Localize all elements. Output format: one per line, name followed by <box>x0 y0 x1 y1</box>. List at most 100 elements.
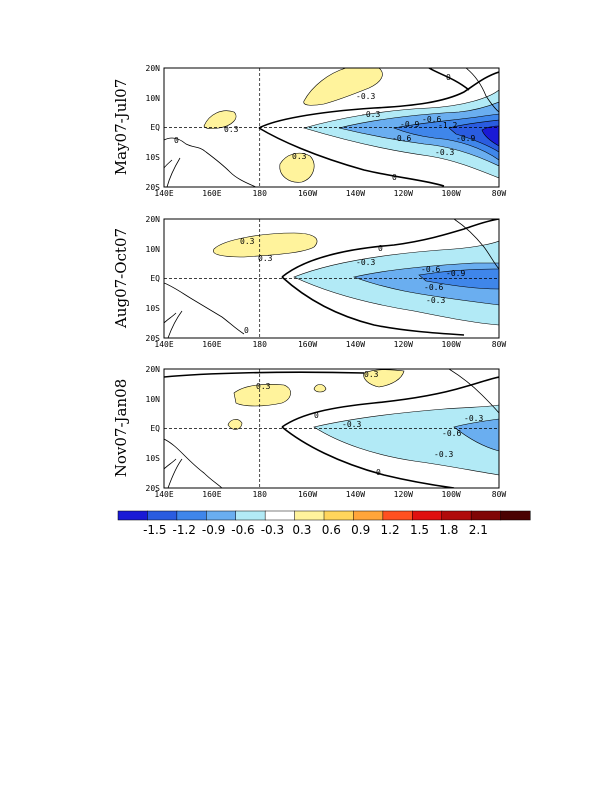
map-frame <box>163 67 500 188</box>
colorbar-swatches <box>117 510 531 521</box>
contour-label: -0.3 <box>464 414 483 423</box>
colorbar-tick-label: 0.3 <box>292 523 311 537</box>
contour-label: 0 <box>174 136 179 145</box>
lat-tick-label: 20S <box>146 484 161 493</box>
lat-tick-label: EQ <box>150 274 160 283</box>
lon-tick-label: 100W <box>441 490 460 499</box>
neg-anomaly-area <box>481 125 499 147</box>
lat-tick-label: 20S <box>146 334 161 343</box>
coastline <box>164 458 183 488</box>
lat-tick-label: EQ <box>150 123 160 132</box>
lat-tick-label: 10S <box>146 304 161 313</box>
lat-tick-label: EQ <box>150 424 160 433</box>
lon-tick-label: 140W <box>346 340 365 349</box>
coastline <box>164 157 181 187</box>
lat-axis: 20N 10N EQ 10S 20S <box>146 64 161 192</box>
contour-label: 0 <box>446 73 451 82</box>
lon-tick-label: 120W <box>394 340 413 349</box>
zero-contour <box>164 371 365 378</box>
lat-tick-label: 10S <box>146 454 161 463</box>
contour-label: -0.6 <box>422 115 441 124</box>
contour-label: -0.3 <box>426 296 445 305</box>
coastline <box>465 68 499 113</box>
colorbar-swatch <box>323 510 354 521</box>
contour-label: 0.3 <box>224 125 239 134</box>
lon-tick-label: 140E <box>154 189 173 198</box>
colorbar-swatch <box>264 510 296 521</box>
lon-tick-label: 120W <box>394 189 413 198</box>
coastline <box>164 310 183 338</box>
contour-label: -0.3 <box>361 110 380 119</box>
colorbar-swatch <box>176 510 207 521</box>
contour-label: -0.6 <box>421 265 440 274</box>
lon-tick-label: 120W <box>394 490 413 499</box>
lat-tick-label: 10S <box>146 153 161 162</box>
colorbar-tick-label: -0.3 <box>261 523 284 537</box>
contour-label: -0.9 <box>456 134 475 143</box>
contour-label: -0.3 <box>356 258 375 267</box>
panel-1: 0 0 -0.3 -0.3 -0.3 0.3 -0.6 -0.6 -0.9 -1… <box>112 64 500 192</box>
colorbar-tick-label: 1.8 <box>439 523 458 537</box>
colorbar-tick-label: -1.5 <box>143 523 166 537</box>
pos-anomaly-area <box>313 384 327 393</box>
lat-tick-label: 20N <box>146 64 161 73</box>
lon-tick-label: 140W <box>346 189 365 198</box>
contour-label: 0.3 <box>292 152 307 161</box>
coastline <box>164 438 223 488</box>
colorbar-tick-label: -1.2 <box>172 523 195 537</box>
contour-label: -0.6 <box>424 283 443 292</box>
neg-anomaly-area <box>418 268 499 290</box>
lon-tick-label: 80W <box>492 189 507 198</box>
lon-tick-label: 160W <box>298 340 317 349</box>
panel-label: May07-Jul07 <box>112 79 130 176</box>
lat-tick-label: 10N <box>146 94 161 103</box>
contour-label: -0.3 <box>356 92 375 101</box>
colorbar-swatch <box>147 510 178 521</box>
contour-label: 0.3 <box>240 237 255 246</box>
lon-axis-2: 140E 160E 180 160W 140W 120W 100W 80W <box>154 340 506 349</box>
pos-anomaly-area <box>227 419 243 430</box>
lon-tick-label: 100W <box>441 189 460 198</box>
colorbar-swatch <box>441 510 472 521</box>
lon-tick-label: 80W <box>492 340 507 349</box>
panel-label: Aug07-Oct07 <box>112 228 130 329</box>
lon-tick-label: 140E <box>154 340 173 349</box>
contour-label: -0.9 <box>400 120 419 129</box>
contour-labels: 0 0 0.3 0.3 -0.3 -0.6 -0.9 -0.6 -0.3 <box>240 237 465 335</box>
pos-anomaly-area <box>363 369 405 388</box>
zero-contour <box>281 426 455 488</box>
zero-contour <box>281 376 499 428</box>
contour-label: -0.3 <box>434 450 453 459</box>
pos-anomaly-area <box>213 232 318 258</box>
lon-tick-label: 180 <box>252 490 267 499</box>
colorbar-swatch <box>294 510 325 521</box>
lat-axis: 20N 10N EQ 10S 20S <box>146 365 161 493</box>
lon-tick-label: 180 <box>252 189 267 198</box>
contour-label: 0 <box>378 244 383 253</box>
lat-tick-label: 10N <box>146 395 161 404</box>
colorbar-swatch <box>412 510 443 521</box>
lon-tick-label: 160E <box>202 189 221 198</box>
zero-contour <box>258 127 445 187</box>
lon-tick-label: 160W <box>298 189 317 198</box>
zero-contour <box>258 71 499 129</box>
contour-labels: 0 0 0.3 0.3 -0.3 -0.3 -0.6 -0.3 <box>256 370 483 477</box>
colorbar-swatch <box>117 510 148 521</box>
lon-tick-label: 160E <box>202 490 221 499</box>
contour-label: 0.3 <box>258 254 273 263</box>
zero-contour <box>281 276 465 336</box>
zero-contour <box>281 219 499 278</box>
colorbar-tick-label: 1.2 <box>381 523 400 537</box>
colorbar-swatch <box>235 510 266 521</box>
colorbar-tick-label: 0.9 <box>351 523 370 537</box>
contour-label: -0.6 <box>392 134 411 143</box>
contour-label: 0 <box>376 468 381 477</box>
map-frame <box>163 218 500 339</box>
pos-anomaly-area <box>233 383 291 407</box>
colorbar-swatch <box>470 510 502 521</box>
lon-tick-label: 140W <box>346 490 365 499</box>
contour-label: -0.3 <box>342 420 361 429</box>
colorbar-tick-label: -0.6 <box>231 523 254 537</box>
coastline <box>453 219 499 270</box>
